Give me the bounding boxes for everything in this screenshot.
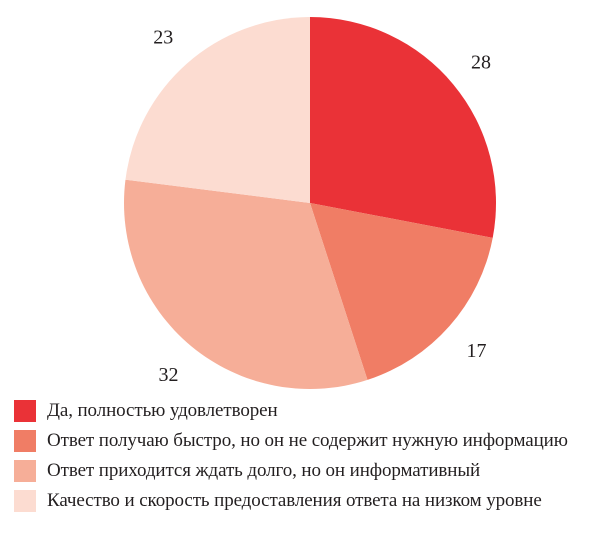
data-label-3: 32	[158, 364, 178, 386]
legend-label-3: Ответ приходится ждать долго, но он инфо…	[47, 460, 481, 481]
pie-data-labels: 28 17 32 23	[153, 26, 491, 386]
legend-item-4: Качество и скорость предоставления ответ…	[14, 489, 594, 513]
legend-label-1: Да, полностью удовлетворен	[47, 400, 278, 421]
legend-label-2: Ответ получаю быстро, но он не содержит …	[47, 430, 568, 451]
pie-slice-2	[310, 203, 493, 380]
legend-swatch-2	[14, 430, 36, 452]
legend-item-1: Да, полностью удовлетворен	[14, 399, 594, 423]
legend-label-4: Качество и скорость предоставления ответ…	[47, 490, 542, 511]
legend-item-3: Ответ приходится ждать долго, но он инфо…	[14, 459, 594, 483]
data-label-4: 23	[153, 26, 173, 48]
legend-swatch-1	[14, 400, 36, 422]
data-label-1: 28	[471, 51, 491, 73]
legend-item-2: Ответ получаю быстро, но он не содержит …	[14, 429, 594, 453]
pie-slices	[124, 17, 496, 389]
legend-swatch-3	[14, 460, 36, 482]
pie-slice-3	[124, 179, 368, 389]
chart-legend: Да, полностью удовлетворен Ответ получаю …	[14, 399, 594, 519]
legend-swatch-4	[14, 490, 36, 512]
data-label-2: 17	[467, 340, 487, 362]
pie-slice-1	[310, 17, 496, 238]
pie-slice-4	[125, 17, 310, 203]
